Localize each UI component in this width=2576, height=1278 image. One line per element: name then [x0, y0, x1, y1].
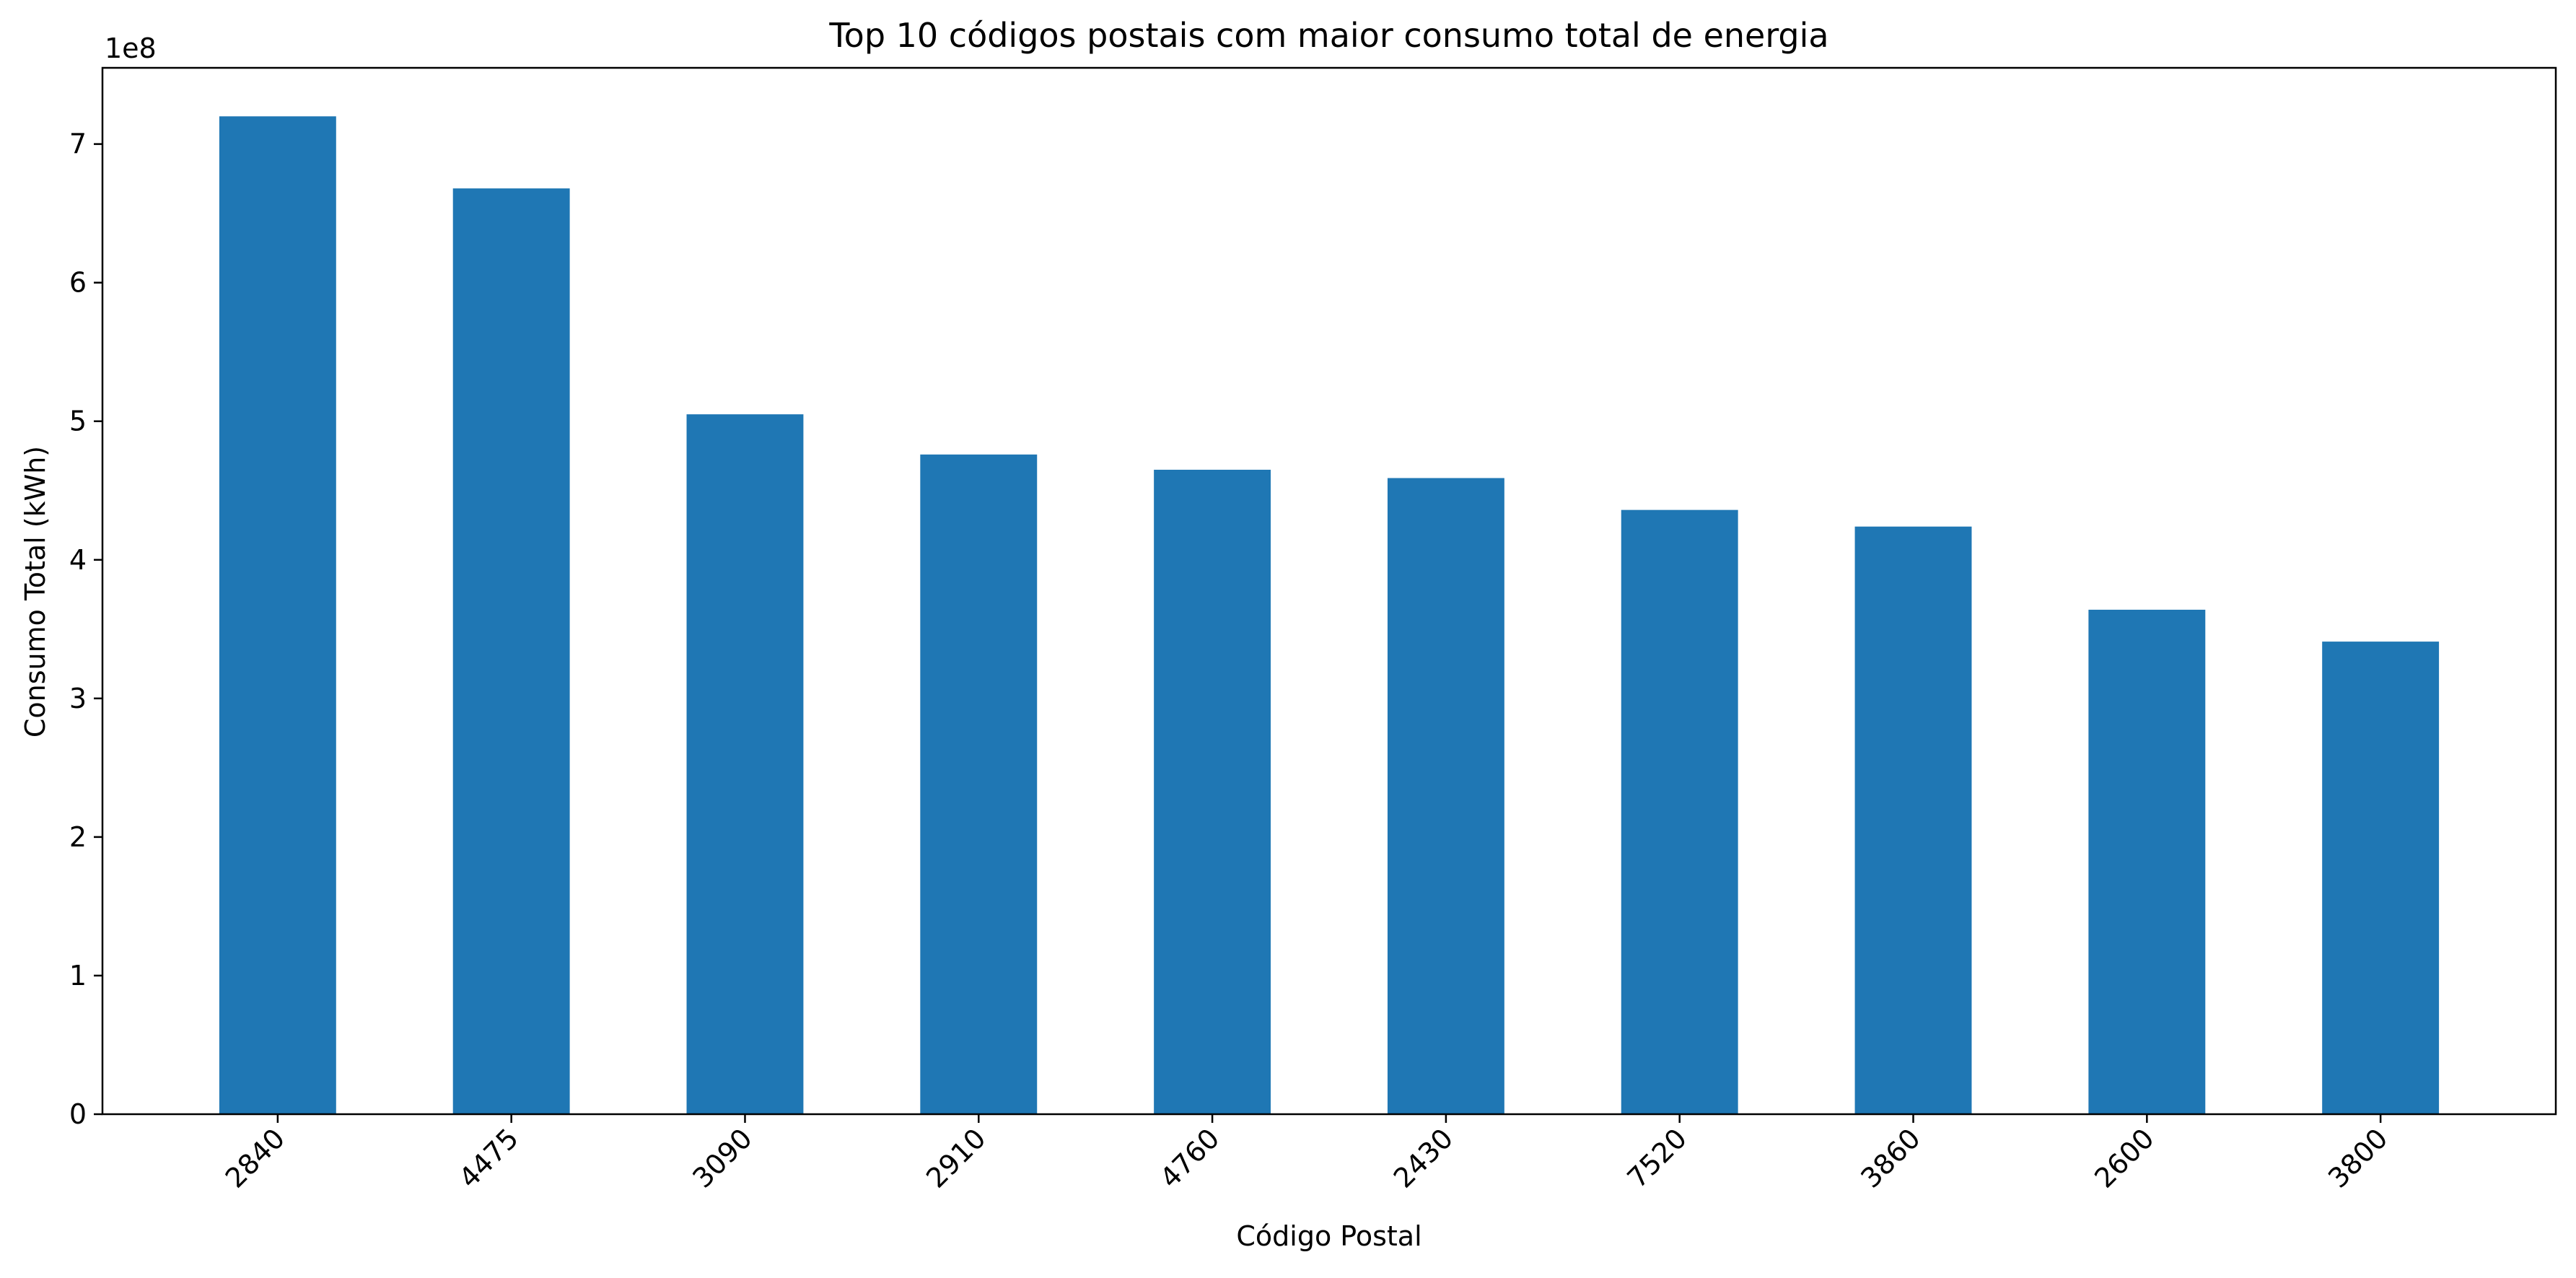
- plot-frame: [101, 66, 2557, 1116]
- x-tick-label-3800: 3800: [2322, 1122, 2394, 1194]
- x-tick-label-2430: 2430: [1388, 1122, 1460, 1194]
- x-tick-label-2840: 2840: [219, 1122, 292, 1194]
- y-axis-label: Consumo Total (kWh): [19, 446, 51, 738]
- bar-3800: [2322, 642, 2440, 1114]
- x-axis-label: Código Postal: [1236, 1220, 1421, 1252]
- bar-3090: [686, 414, 804, 1114]
- bar-2600: [2088, 609, 2206, 1114]
- x-tick-label-2600: 2600: [2088, 1122, 2160, 1194]
- y-axis-offset-label: 1e8: [105, 32, 157, 64]
- bar-2840: [219, 116, 336, 1115]
- y-tick-label-0: 0: [69, 1098, 87, 1130]
- bar-4760: [1154, 469, 1271, 1114]
- x-tick-label-4475: 4475: [453, 1122, 525, 1194]
- x-tick-label-3860: 3860: [1854, 1122, 1927, 1194]
- bar-2430: [1387, 478, 1504, 1114]
- chart-title: Top 10 códigos postais com maior consumo…: [828, 16, 1828, 55]
- x-tick-label-7520: 7520: [1621, 1122, 1694, 1194]
- y-tick-label-4: 4: [69, 544, 87, 576]
- y-tick-label-7: 7: [69, 128, 87, 160]
- y-tick-label-6: 6: [69, 267, 87, 299]
- y-tick-label-2: 2: [69, 821, 87, 853]
- x-tick-label-3090: 3090: [686, 1122, 758, 1194]
- bar-7520: [1621, 509, 1738, 1114]
- y-tick-label-1: 1: [69, 960, 87, 992]
- y-tick-label-5: 5: [69, 406, 87, 437]
- y-tick-label-3: 3: [69, 683, 87, 714]
- bars-layer: [219, 116, 2440, 1115]
- x-tick-label-2910: 2910: [920, 1122, 992, 1194]
- bar-3860: [1854, 526, 1972, 1114]
- x-tick-label-4760: 4760: [1154, 1122, 1226, 1194]
- bar-4475: [452, 188, 570, 1115]
- bar-2910: [920, 454, 1038, 1114]
